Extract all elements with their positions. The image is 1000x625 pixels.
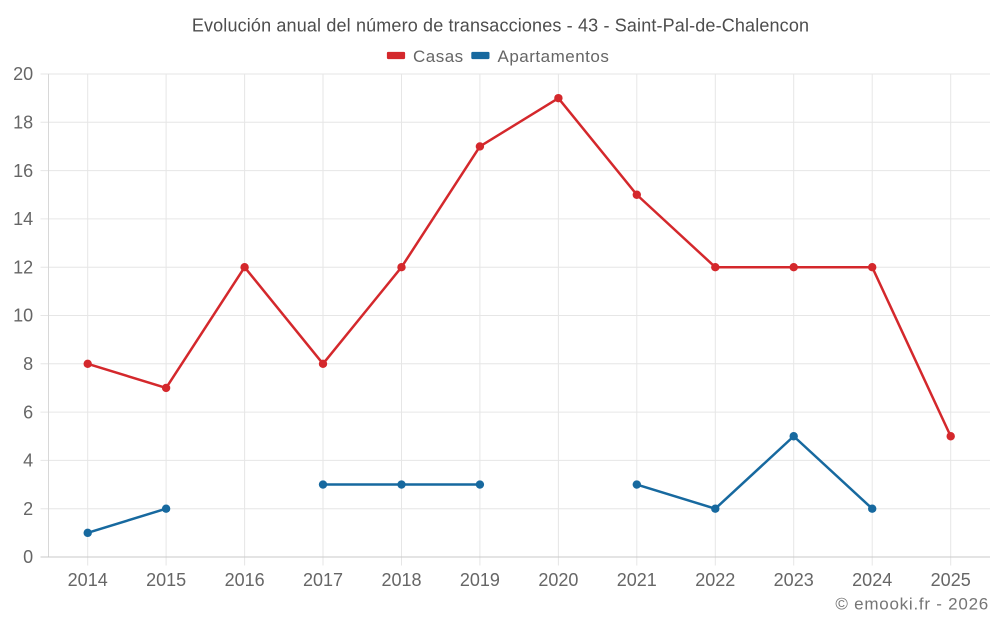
svg-text:18: 18 bbox=[13, 113, 33, 133]
svg-text:2021: 2021 bbox=[617, 570, 657, 590]
svg-text:10: 10 bbox=[13, 306, 33, 326]
svg-text:2014: 2014 bbox=[68, 570, 108, 590]
svg-text:16: 16 bbox=[13, 161, 33, 181]
svg-text:20: 20 bbox=[13, 64, 33, 84]
svg-text:2017: 2017 bbox=[303, 570, 343, 590]
svg-text:2023: 2023 bbox=[774, 570, 814, 590]
svg-text:Casas: Casas bbox=[413, 47, 464, 66]
svg-text:2015: 2015 bbox=[146, 570, 186, 590]
svg-text:2022: 2022 bbox=[695, 570, 735, 590]
svg-text:12: 12 bbox=[13, 257, 33, 277]
svg-text:0: 0 bbox=[23, 547, 33, 567]
svg-text:2019: 2019 bbox=[460, 570, 500, 590]
svg-text:Apartamentos: Apartamentos bbox=[498, 47, 610, 66]
svg-text:2025: 2025 bbox=[931, 570, 971, 590]
svg-text:Evolución anual del número de: Evolución anual del número de transaccio… bbox=[192, 16, 809, 36]
svg-text:8: 8 bbox=[23, 354, 33, 374]
svg-text:2016: 2016 bbox=[225, 570, 265, 590]
svg-text:14: 14 bbox=[13, 209, 33, 229]
svg-text:6: 6 bbox=[23, 402, 33, 422]
svg-text:© emooki.fr - 2026: © emooki.fr - 2026 bbox=[835, 595, 989, 614]
svg-text:2020: 2020 bbox=[538, 570, 578, 590]
svg-text:2018: 2018 bbox=[381, 570, 421, 590]
svg-text:2024: 2024 bbox=[852, 570, 892, 590]
svg-text:4: 4 bbox=[23, 451, 33, 471]
svg-text:2: 2 bbox=[23, 499, 33, 519]
